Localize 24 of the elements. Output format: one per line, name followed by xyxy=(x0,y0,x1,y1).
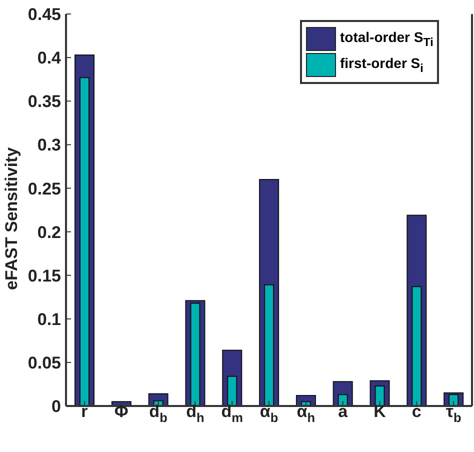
y-tick-label: 0 xyxy=(52,397,61,416)
y-tick-label: 0.15 xyxy=(28,266,61,286)
x-tick-label: d$_{b}$ xyxy=(149,402,168,425)
x-tick-label: Φ xyxy=(114,402,128,421)
legend-label: first-order S$_{i}$ xyxy=(340,55,424,75)
y-tick-label: 0.4 xyxy=(37,48,62,68)
y-tick-label: 0.25 xyxy=(28,179,61,198)
x-tick-label: τ$_{b}$ xyxy=(446,402,462,425)
legend-label: total-order S$_{Ti}$ xyxy=(340,29,434,49)
x-tick-label: α$_{b}$ xyxy=(260,402,278,425)
x-tick-label: d$_{h}$ xyxy=(186,402,204,425)
y-tick-label: 0.35 xyxy=(28,92,61,112)
y-tick-label: 0.45 xyxy=(28,5,61,24)
y-axis-title: eFAST Sensitivity xyxy=(2,146,22,290)
x-tick-label: a xyxy=(338,402,348,421)
x-tick-label: α$_{h}$ xyxy=(296,402,316,425)
y-tick-label: 0.2 xyxy=(37,222,61,242)
x-tick-label: d$_{m}$ xyxy=(221,402,243,425)
y-tick-label: 0.05 xyxy=(28,353,61,372)
y-tick-label: 0.1 xyxy=(37,310,61,329)
y-tick-label: 0.3 xyxy=(37,136,61,155)
x-tick-label: K xyxy=(374,402,387,421)
x-tick-label: r xyxy=(81,402,88,421)
x-tick-label: c xyxy=(412,402,422,421)
